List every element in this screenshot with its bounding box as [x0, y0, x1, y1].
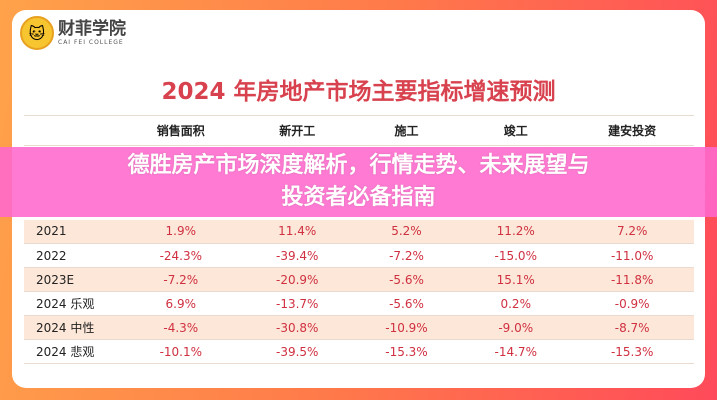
table-cell: -10.1% [119, 339, 243, 364]
table-row: 2021 1.9% 11.4% 5.2% 11.2% 7.2% [24, 219, 694, 244]
table-row: 2023E -7.2% -20.9% -5.6% 15.1% -11.8% [24, 267, 694, 292]
table-cell: -39.4% [242, 243, 352, 268]
row-label: 2021 [24, 219, 119, 244]
table-cell: -10.9% [351, 315, 462, 340]
table-cell: -39.5% [242, 339, 352, 364]
row-label: 2022 [24, 243, 119, 268]
logo-subtitle: CAI FEI COLLEGE [58, 39, 124, 46]
table-cell: -8.7% [570, 315, 694, 340]
table-cell: -9.0% [461, 315, 571, 340]
table-row: 2024 中性 -4.3% -30.8% -10.9% -9.0% -8.7% [24, 315, 694, 340]
table-cell: -7.2% [119, 267, 243, 292]
table-cell: -7.2% [351, 243, 462, 268]
forecast-table: 销售面积 新开工 施工 竣工 建安投资 2021 1.9% 11.4% 5.2% 11.2% 7.… [24, 115, 694, 364]
logo: 🐱 财菲学院 CAI FEI COLLEGE [20, 16, 126, 50]
table-cell: 5.2% [351, 219, 462, 244]
table-cell: -14.7% [461, 339, 571, 364]
table-cell: 1.9% [119, 219, 243, 244]
table-cell: -15.0% [461, 243, 571, 268]
table-cell: -15.3% [351, 339, 462, 364]
headline-line-2: 投资者必备指南 [281, 185, 436, 210]
table-cell: 7.2% [570, 219, 694, 244]
table-cell: -11.0% [570, 243, 694, 268]
table-cell: 0.2% [461, 291, 571, 316]
row-label: 2024 悲观 [24, 339, 119, 364]
table-cell: 6.9% [119, 291, 243, 316]
table-cell: 11.2% [461, 219, 571, 244]
column-header: 建安投资 [570, 115, 694, 146]
table-cell: -5.6% [351, 291, 462, 316]
column-header: 施工 [351, 115, 462, 146]
row-label: 2024 乐观 [24, 291, 119, 316]
row-label: 2024 中性 [24, 315, 119, 340]
cat-mascot-icon: 🐱 [20, 16, 54, 50]
column-header: 销售面积 [119, 115, 243, 146]
table-cell: -30.8% [242, 315, 352, 340]
table-cell: -11.8% [570, 267, 694, 292]
column-header [24, 115, 119, 146]
table-cell: -5.6% [351, 267, 462, 292]
table-cell: 11.4% [242, 219, 352, 244]
headline-banner: 德胜房产市场深度解析，行情走势、未来展望与 投资者必备指南 [0, 147, 717, 217]
table-cell: 15.1% [461, 267, 571, 292]
logo-name: 财菲学院 [58, 19, 126, 39]
column-header: 新开工 [242, 115, 352, 146]
table-row: 2022 -24.3% -39.4% -7.2% -15.0% -11.0% [24, 243, 694, 268]
table-cell: -24.3% [119, 243, 243, 268]
row-label: 2023E [24, 267, 119, 292]
content-card: 🐱 财菲学院 CAI FEI COLLEGE 2024 年房地产市场主要指标增速… [12, 10, 705, 388]
page-title: 2024 年房地产市场主要指标增速预测 [161, 79, 556, 105]
headline-line-1: 德胜房产市场深度解析，行情走势、未来展望与 [127, 153, 590, 178]
table-row: 2024 乐观 6.9% -13.7% -5.6% 0.2% -0.9% [24, 291, 694, 316]
table-row: 2024 悲观 -10.1% -39.5% -15.3% -14.7% -15.3% [24, 339, 694, 364]
table-cell: -13.7% [242, 291, 352, 316]
column-header: 竣工 [461, 115, 571, 146]
table-cell: -0.9% [570, 291, 694, 316]
table-cell: -4.3% [119, 315, 243, 340]
table-cell: -20.9% [242, 267, 352, 292]
table-cell: -15.3% [570, 339, 694, 364]
